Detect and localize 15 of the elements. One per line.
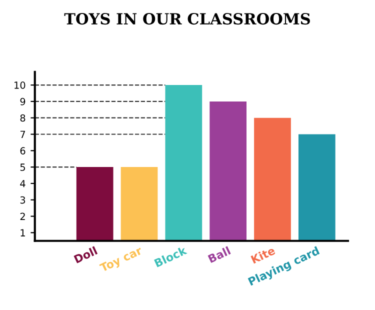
y-tick-label: 10: [14, 82, 26, 89]
y-tick-label: 1: [20, 229, 25, 236]
chart-title: TOYS IN OUR CLASSROOMS: [64, 13, 310, 25]
y-tick-label: 8: [20, 114, 26, 122]
y-tick-label: 2: [20, 212, 25, 220]
x-tick-label: Kite: [250, 246, 276, 264]
y-tick-label: 5: [20, 164, 25, 171]
x-tick-label: Ball: [208, 246, 231, 264]
y-tick-label: 9: [20, 98, 26, 106]
y-tick-label: 4: [20, 180, 26, 188]
y-tick-label: 3: [20, 196, 26, 204]
y-tick-label: 6: [20, 147, 26, 154]
x-tick-label: Doll: [74, 246, 98, 264]
y-tick-label: 7: [20, 130, 26, 138]
x-tick-label: Toy car: [99, 246, 144, 274]
